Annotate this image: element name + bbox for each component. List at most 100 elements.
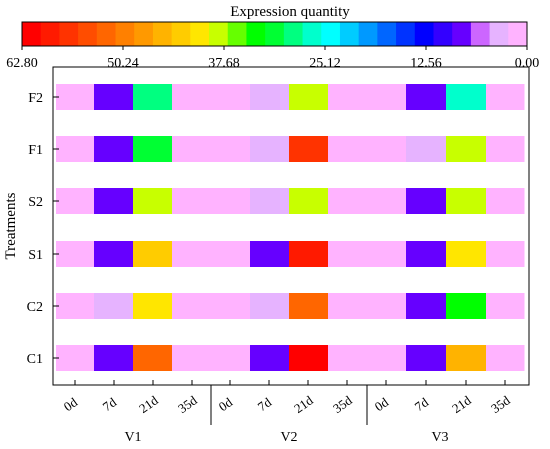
heatmap-cell: [406, 345, 447, 371]
heatmap-cell: [94, 84, 134, 110]
heatmap-cell: [367, 136, 407, 162]
heatmap-cell: [289, 136, 329, 162]
heatmap-cell: [211, 188, 251, 214]
y-axis-tick-label: C2: [27, 300, 43, 315]
heatmap-cell: [289, 84, 329, 110]
heatmap-cell: [446, 84, 487, 110]
group-label: V3: [431, 430, 448, 445]
colorbar-swatch: [470, 22, 491, 46]
heatmap-cell: [289, 293, 329, 319]
heatmap-cell: [486, 293, 525, 319]
colorbar-tick-label: 12.56: [410, 56, 442, 71]
colorbar-swatch: [209, 22, 229, 46]
heatmap-cell: [406, 188, 447, 214]
colorbar-swatch: [396, 22, 416, 46]
plot-frame: [52, 66, 530, 386]
colorbar-swatch: [302, 22, 322, 46]
heatmap-cell: [446, 136, 487, 162]
x-axis-tick-label: 0d: [216, 394, 236, 414]
colorbar-swatch: [96, 22, 117, 46]
colorbar-tick-label: 25.12: [309, 56, 341, 71]
heatmap-cell: [172, 345, 212, 371]
heatmap-cell: [94, 136, 134, 162]
heatmap-cell: [328, 241, 368, 267]
y-axis: F2 F1 S2 S1 C2 C1: [27, 91, 59, 367]
heatmap-cell: [133, 188, 173, 214]
heatmap-cell: [250, 345, 290, 371]
heatmap-cell: [289, 241, 329, 267]
heatmap-cell: [172, 241, 212, 267]
x-axis-tick-label: 7d: [255, 394, 275, 414]
heatmap-cell: [367, 345, 407, 371]
heatmap-cell: [133, 136, 173, 162]
colorbar-swatch: [171, 22, 191, 46]
y-axis-tick-label: F2: [28, 91, 43, 106]
colorbar-swatch: [152, 22, 173, 46]
heatmap-cell: [211, 293, 251, 319]
colorbar-swatch: [78, 22, 98, 46]
heatmap-cell: [133, 345, 173, 371]
heatmap-cells: [56, 84, 525, 371]
colorbar-swatch: [508, 22, 528, 46]
heatmap-cell: [328, 188, 368, 214]
heatmap-cell: [94, 241, 134, 267]
colorbar-swatch: [489, 22, 509, 46]
colorbar-swatch: [377, 22, 397, 46]
heatmap-cell: [56, 188, 95, 214]
x-axis-tick-label: 21d: [449, 392, 474, 416]
heatmap-cell: [446, 345, 487, 371]
x-axis-tick-label: 0d: [372, 394, 392, 414]
colorbar-swatch: [433, 22, 453, 46]
colorbar-swatch: [414, 22, 434, 46]
heatmap-cell: [133, 293, 173, 319]
x-axis-tick-label: 0d: [61, 394, 81, 414]
heatmap-cell: [328, 293, 368, 319]
heatmap-cell: [211, 136, 251, 162]
heatmap-cell: [367, 188, 407, 214]
heatmap-cell: [367, 84, 407, 110]
colorbar-swatch: [115, 22, 135, 46]
heatmap-cell: [289, 345, 329, 371]
colorbar-title: Expression quantity: [230, 4, 350, 20]
x-axis-tick-label: 35d: [175, 392, 200, 416]
heatmap-cell: [133, 84, 173, 110]
heatmap-cell: [446, 293, 487, 319]
heatmap-cell: [211, 345, 251, 371]
heatmap-cell: [94, 293, 134, 319]
colorbar-swatch: [283, 22, 304, 46]
heatmap-cell: [446, 188, 487, 214]
colorbar-swatch: [227, 22, 247, 46]
heatmap-cell: [211, 241, 251, 267]
colorbar-tick-label: 0.00: [515, 56, 540, 71]
heatmap-cell: [250, 136, 290, 162]
heatmap-cell: [406, 293, 447, 319]
colorbar-swatch: [358, 22, 378, 46]
heatmap-cell: [172, 136, 212, 162]
heatmap-cell: [328, 345, 368, 371]
colorbar-swatch: [339, 22, 360, 46]
heatmap-cell: [172, 188, 212, 214]
heatmap-cell: [328, 136, 368, 162]
group-label: V2: [280, 430, 297, 445]
x-axis-tick-label: 21d: [136, 392, 161, 416]
x-axis-tick-label: 21d: [291, 392, 316, 416]
heatmap-cell: [486, 241, 525, 267]
heatmap-cell: [406, 241, 447, 267]
heatmap-cell: [172, 293, 212, 319]
colorbar-frame: [21, 21, 528, 47]
y-axis-tick-label: C1: [27, 352, 43, 367]
x-axis: 0d 7d 21d 35d 0d 7d 21d 35d 0d 7d 21d 35d V1 V2 V3: [61, 380, 513, 445]
y-axis-tick-label: S1: [28, 248, 43, 263]
heatmap-cell: [250, 241, 290, 267]
colorbar: [21, 21, 528, 47]
heatmap-cell: [250, 84, 290, 110]
heatmap-cell: [406, 136, 447, 162]
heatmap-cell: [289, 188, 329, 214]
heatmap-cell: [486, 136, 525, 162]
heatmap-cell: [406, 84, 447, 110]
colorbar-swatch: [452, 22, 472, 46]
x-axis-tick-label: 35d: [330, 392, 355, 416]
heatmap-cell: [250, 293, 290, 319]
group-label: V1: [124, 430, 141, 445]
